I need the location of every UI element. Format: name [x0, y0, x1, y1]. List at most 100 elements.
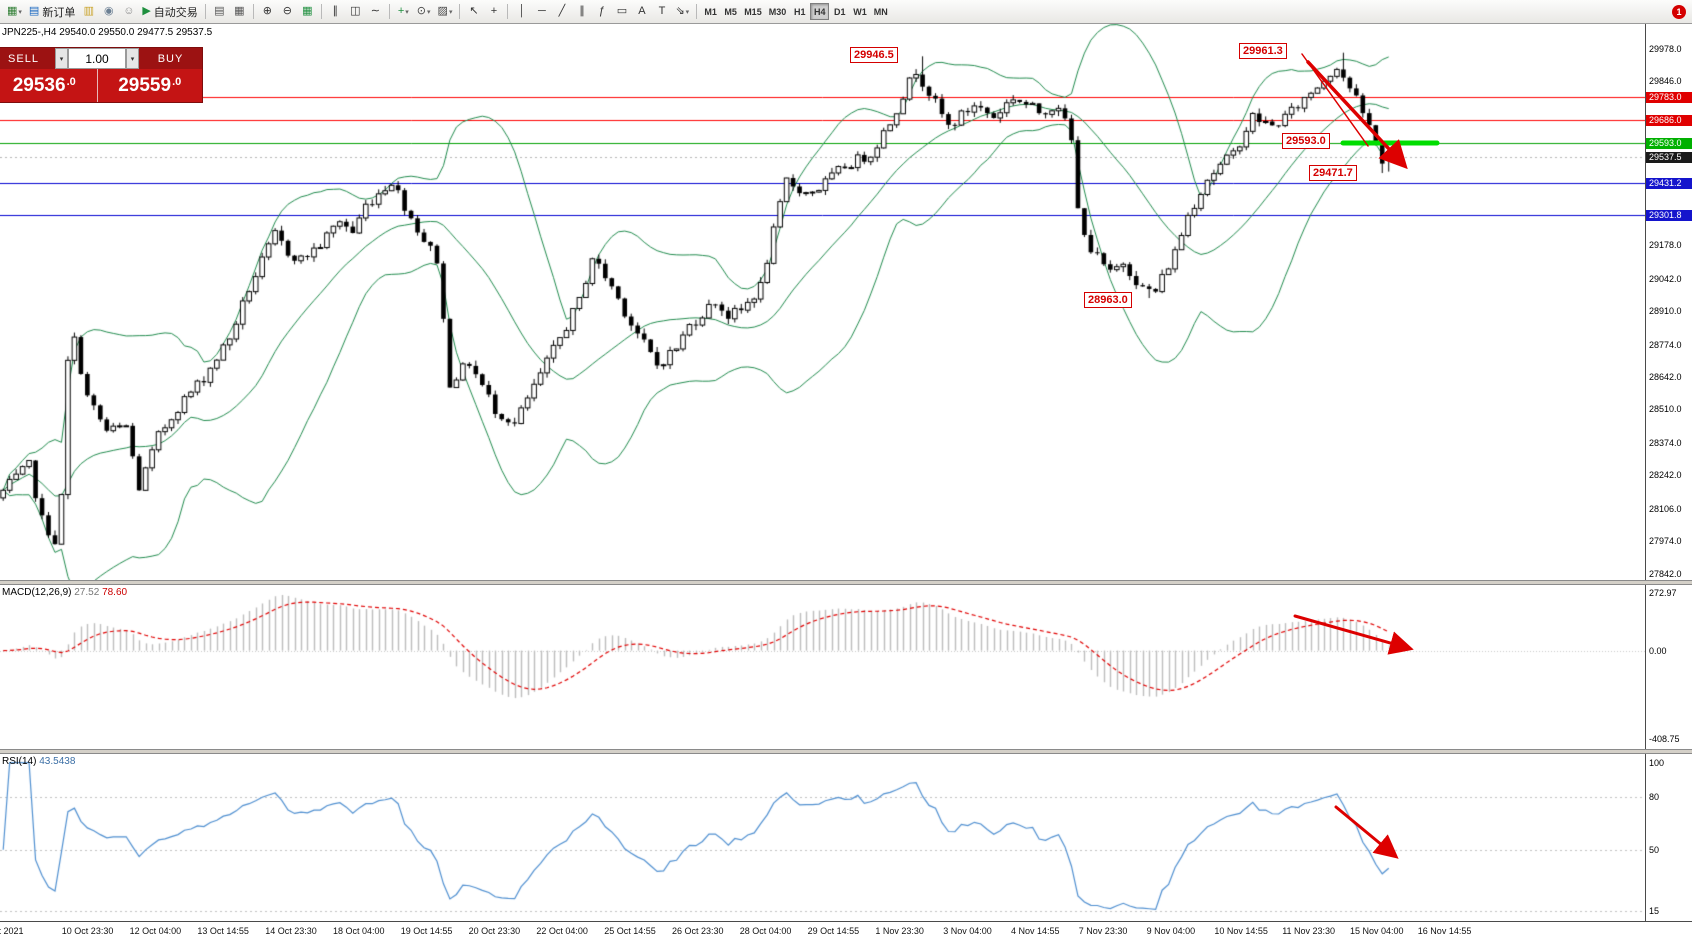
auto-trading-button-label: 自动交易	[153, 6, 198, 19]
time-axis-label: 11 Nov 23:30	[1282, 926, 1336, 936]
channel-button-icon: ∥	[579, 5, 585, 17]
zoom-in-button[interactable]: ⊕	[258, 2, 277, 21]
price-annotation[interactable]: 28963.0	[1084, 292, 1132, 308]
time-axis[interactable]: ct 2021 10 Oct 23:30 12 Oct 04:00 13 Oct 14…	[0, 921, 1692, 945]
periods-button-dropdown-icon[interactable]: ▾	[427, 8, 431, 16]
rsi-panel-separator[interactable]	[0, 749, 1692, 754]
notification-badge[interactable]: 1	[1672, 4, 1686, 19]
sell-price-decimal: .0	[66, 76, 76, 88]
vertical-line-button[interactable]: │	[512, 2, 531, 21]
price-annotation[interactable]: 29961.3	[1239, 43, 1287, 59]
rsi-canvas[interactable]	[0, 754, 1645, 921]
tile-windows-button-icon: ▦	[234, 5, 245, 17]
toolbar: ▦ ▾ ▤ 新订单 ▥ ◉ ☺ ▶ 自动交易 ▤ ▦ ⊕ ⊖ ▦ ∥ ◫ ∼ + ▾ ⊙ ▾ ▨ ▾ ↖ + │ ─ ╱ ∥ ƒ ▭ A T ⇘ ▾…	[0, 0, 1692, 24]
time-axis-label: 18 Oct 04:00	[333, 926, 385, 936]
sell-button[interactable]: 29536 .0	[0, 69, 98, 102]
toolbar-separator	[388, 4, 390, 19]
macd-axis-label: 272.97	[1649, 588, 1677, 599]
time-axis-label: 1 Nov 23:30	[875, 926, 924, 936]
time-axis-label: 15 Nov 04:00	[1350, 926, 1404, 936]
price-axis-label: 29593.0	[1646, 138, 1692, 150]
shapes-button-icon: ▭	[616, 5, 628, 17]
timeframe-mn[interactable]: MN	[873, 6, 888, 17]
bar-chart-button[interactable]: ∥	[326, 2, 345, 21]
candlestick-chart-button[interactable]: ◫	[346, 2, 365, 21]
new-chart-button-dropdown-icon[interactable]: ▾	[18, 8, 22, 16]
new-order-button-icon: ▤	[28, 5, 40, 17]
fibonacci-button[interactable]: ƒ	[592, 2, 611, 21]
arrow-tools-button-icon: ⇘	[675, 5, 685, 17]
timeframe-m30[interactable]: M30	[768, 6, 787, 17]
history-center-button[interactable]: ▥	[79, 2, 98, 21]
crosshair-button[interactable]: +	[484, 2, 503, 21]
timeframe-m5[interactable]: M5	[724, 6, 737, 17]
trendline-button[interactable]: ╱	[552, 2, 571, 21]
text-label-button[interactable]: T	[652, 2, 671, 21]
buy-button[interactable]: 29559 .0	[97, 69, 202, 102]
new-order-button[interactable]: ▤ 新订单	[26, 2, 78, 21]
line-chart-button[interactable]: ∼	[366, 2, 385, 21]
volume-increase-button[interactable]: ▾	[126, 48, 139, 69]
time-axis-label: 10 Nov 14:55	[1214, 926, 1268, 936]
price-axis-label: 27842.0	[1649, 568, 1682, 579]
main-chart-canvas[interactable]	[0, 24, 1645, 580]
indicators-button-dropdown-icon[interactable]: ▾	[405, 8, 409, 16]
toolbar-separator	[459, 4, 461, 19]
templates-button-dropdown-icon[interactable]: ▾	[448, 8, 453, 16]
rsi-value: 43.5438	[39, 756, 76, 767]
periods-button[interactable]: ⊙ ▾	[414, 2, 434, 21]
macd-label: MACD(12,26,9) 27.52 78.60	[2, 587, 127, 598]
volume-decrease-button[interactable]: ▾	[55, 48, 68, 69]
time-axis-label: 20 Oct 23:30	[468, 926, 521, 936]
toolbar-items: ▦ ▾ ▤ 新订单 ▥ ◉ ☺ ▶ 自动交易 ▤ ▦ ⊕ ⊖ ▦ ∥ ◫ ∼ + ▾ ⊙ ▾ ▨ ▾ ↖ + │ ─ ╱ ∥ ƒ ▭ A T ⇘ ▾…	[4, 2, 1672, 21]
community-button[interactable]: ☺	[119, 2, 138, 21]
text-label-button-icon: T	[658, 5, 666, 17]
text-button[interactable]: A	[632, 2, 651, 21]
zoom-out-button[interactable]: ⊖	[278, 2, 297, 21]
price-annotation[interactable]: 29946.5	[850, 47, 898, 63]
time-axis-label: 9 Nov 04:00	[1146, 926, 1196, 936]
price-axis-label: 28642.0	[1649, 371, 1682, 382]
price-annotation[interactable]: 29471.7	[1309, 165, 1357, 181]
channel-button[interactable]: ∥	[572, 2, 591, 21]
indicators-button[interactable]: + ▾	[394, 2, 413, 21]
macd-panel-separator[interactable]	[0, 580, 1692, 585]
arrow-tools-button[interactable]: ⇘ ▾	[672, 2, 692, 21]
toolbar-separator	[320, 4, 322, 19]
periods-button-icon: ⊙	[416, 5, 427, 17]
volume-input[interactable]	[68, 48, 126, 69]
new-chart-button[interactable]: ▦ ▾	[4, 2, 25, 21]
profile-button[interactable]: ◉	[99, 2, 118, 21]
timeframe-m15[interactable]: M15	[744, 6, 762, 17]
toolbar-separator	[696, 4, 698, 19]
timeframe-m1[interactable]: M1	[704, 6, 717, 17]
price-annotation[interactable]: 29593.0	[1282, 133, 1330, 149]
auto-trading-button[interactable]: ▶ 自动交易	[139, 2, 200, 21]
timeframe-d1[interactable]: D1	[833, 6, 846, 17]
templates-button[interactable]: ▨ ▾	[435, 2, 456, 21]
price-axis[interactable]: 29978.0 29846.0 29783.0 29686.0 29593.0 29537…	[1645, 24, 1692, 921]
horizontal-line-button[interactable]: ─	[532, 2, 551, 21]
tile-windows-button[interactable]: ▦	[230, 2, 249, 21]
timeframe-h1[interactable]: H1	[793, 6, 806, 17]
trendline-button-icon: ╱	[558, 5, 566, 17]
toolbar-separator	[507, 4, 509, 19]
time-axis-label: ct 2021	[0, 926, 24, 936]
arrow-tools-button-dropdown-icon[interactable]: ▾	[685, 8, 690, 16]
timeframe-w1[interactable]: W1	[853, 6, 867, 17]
cascade-windows-button[interactable]: ▤	[210, 2, 229, 21]
time-axis-label: 28 Oct 04:00	[739, 926, 792, 936]
vertical-line-button-icon: │	[518, 5, 526, 17]
price-axis-label: 28510.0	[1649, 404, 1682, 415]
market-watch-button-icon: ▦	[302, 5, 313, 17]
price-axis-label: 29042.0	[1649, 273, 1682, 284]
macd-canvas[interactable]	[0, 585, 1645, 749]
time-axis-label: 26 Oct 23:30	[672, 926, 724, 936]
market-watch-button[interactable]: ▦	[298, 2, 317, 21]
cursor-button-icon: ↖	[469, 5, 479, 17]
cursor-button[interactable]: ↖	[464, 2, 483, 21]
timeframe-h4[interactable]: H4	[810, 3, 830, 20]
price-axis-label: 29537.5	[1646, 151, 1692, 163]
shapes-button[interactable]: ▭	[612, 2, 631, 21]
price-axis-label: 29783.0	[1646, 91, 1692, 103]
